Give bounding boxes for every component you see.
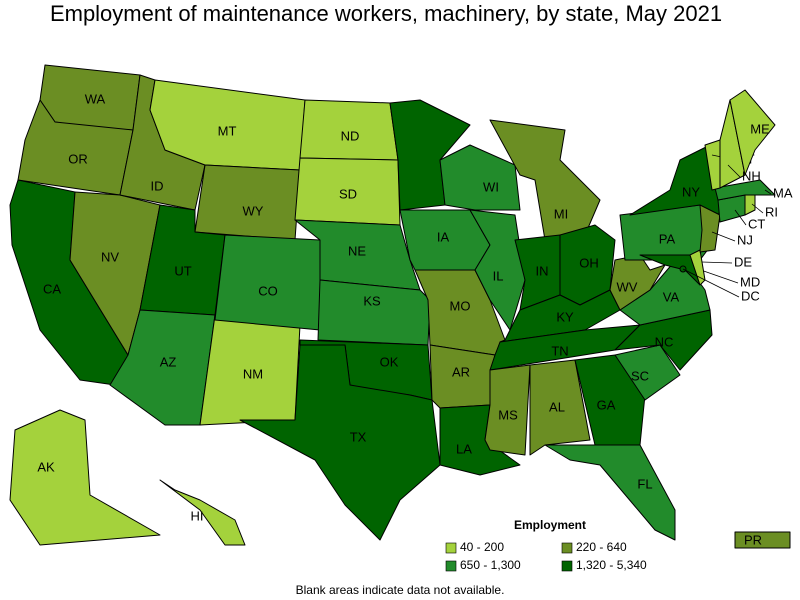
state bbox=[714, 179, 776, 201]
state-label: ID bbox=[151, 178, 164, 193]
legend-label: 220 - 640 bbox=[576, 540, 627, 554]
state-label: NC bbox=[655, 334, 674, 349]
state-label: TN bbox=[551, 343, 568, 358]
state-label: AK bbox=[37, 459, 55, 474]
state-label: NV bbox=[101, 249, 119, 264]
callout-line bbox=[701, 261, 733, 264]
legend-label: 650 - 1,300 bbox=[460, 558, 521, 572]
legend-label: 40 - 200 bbox=[460, 540, 504, 554]
state-label: MI bbox=[554, 206, 568, 221]
state-label: GA bbox=[597, 397, 616, 412]
state-label: NM bbox=[243, 366, 263, 381]
state-label: AL bbox=[549, 399, 565, 414]
state-label: VA bbox=[663, 289, 680, 304]
state-label: DC bbox=[741, 288, 760, 303]
state-label: UT bbox=[174, 263, 191, 278]
state-label: AZ bbox=[160, 354, 177, 369]
state bbox=[729, 89, 776, 176]
legend-swatch bbox=[445, 542, 457, 554]
state-label: RI bbox=[765, 204, 778, 219]
state-label: NJ bbox=[737, 232, 753, 247]
state bbox=[734, 531, 791, 549]
callout-line bbox=[711, 231, 736, 242]
state-label: MT bbox=[218, 123, 237, 138]
state-label: HI bbox=[191, 508, 204, 523]
state-label: CT bbox=[748, 216, 765, 231]
state-label: NE bbox=[348, 243, 366, 258]
state-label: SD bbox=[339, 186, 357, 201]
state bbox=[317, 279, 431, 346]
state bbox=[544, 444, 676, 541]
callout-line bbox=[727, 164, 741, 178]
state-label: OK bbox=[380, 354, 399, 369]
state-label: ME bbox=[750, 121, 770, 136]
state-label: LA bbox=[456, 441, 472, 456]
state-label: MD bbox=[740, 274, 760, 289]
state bbox=[614, 344, 681, 401]
callout-line bbox=[682, 268, 740, 298]
state bbox=[439, 144, 521, 211]
state-label: NH bbox=[742, 168, 761, 183]
state bbox=[239, 344, 441, 541]
state-label: MA bbox=[773, 185, 793, 200]
state-label: AR bbox=[452, 364, 470, 379]
state bbox=[159, 479, 246, 546]
state bbox=[529, 359, 591, 456]
state-label: SC bbox=[631, 368, 649, 383]
state-label: KS bbox=[363, 293, 381, 308]
state-label: WV bbox=[617, 279, 638, 294]
legend-swatch bbox=[561, 560, 573, 572]
state bbox=[574, 354, 646, 446]
footnote: Blank areas indicate data not available. bbox=[296, 583, 505, 597]
state-label: NY bbox=[682, 184, 700, 199]
state-label: CO bbox=[258, 283, 278, 298]
state-label: OR bbox=[68, 151, 88, 166]
state-label: PR bbox=[744, 532, 762, 547]
state bbox=[639, 254, 701, 286]
state-label: DE bbox=[734, 254, 752, 269]
state-label: MS bbox=[498, 407, 518, 422]
state-label: IL bbox=[493, 268, 504, 283]
state-label: ND bbox=[341, 128, 360, 143]
state-label: OH bbox=[579, 255, 599, 270]
state-label: WA bbox=[85, 91, 106, 106]
state-label: CA bbox=[43, 281, 61, 296]
state-label: WI bbox=[483, 179, 499, 194]
state-label: WY bbox=[243, 203, 264, 218]
state-label: KY bbox=[556, 309, 574, 324]
state bbox=[609, 254, 666, 311]
state-label: TX bbox=[350, 429, 367, 444]
state bbox=[699, 204, 721, 253]
callout-line bbox=[751, 203, 764, 214]
legend-title: Employment bbox=[514, 518, 586, 532]
state bbox=[9, 409, 161, 546]
legend-swatch bbox=[561, 542, 573, 554]
state-label: MO bbox=[450, 298, 471, 313]
state bbox=[469, 209, 526, 331]
callout-line bbox=[764, 189, 772, 195]
legend-label: 1,320 - 5,340 bbox=[576, 558, 647, 572]
callout-line bbox=[734, 209, 747, 226]
state-label: IN bbox=[536, 263, 549, 278]
map-title: Employment of maintenance workers, machi… bbox=[50, 1, 722, 26]
state-label: FL bbox=[637, 476, 652, 491]
legend-swatch bbox=[445, 560, 457, 572]
state-label: IA bbox=[437, 229, 450, 244]
state-label: PA bbox=[659, 231, 676, 246]
